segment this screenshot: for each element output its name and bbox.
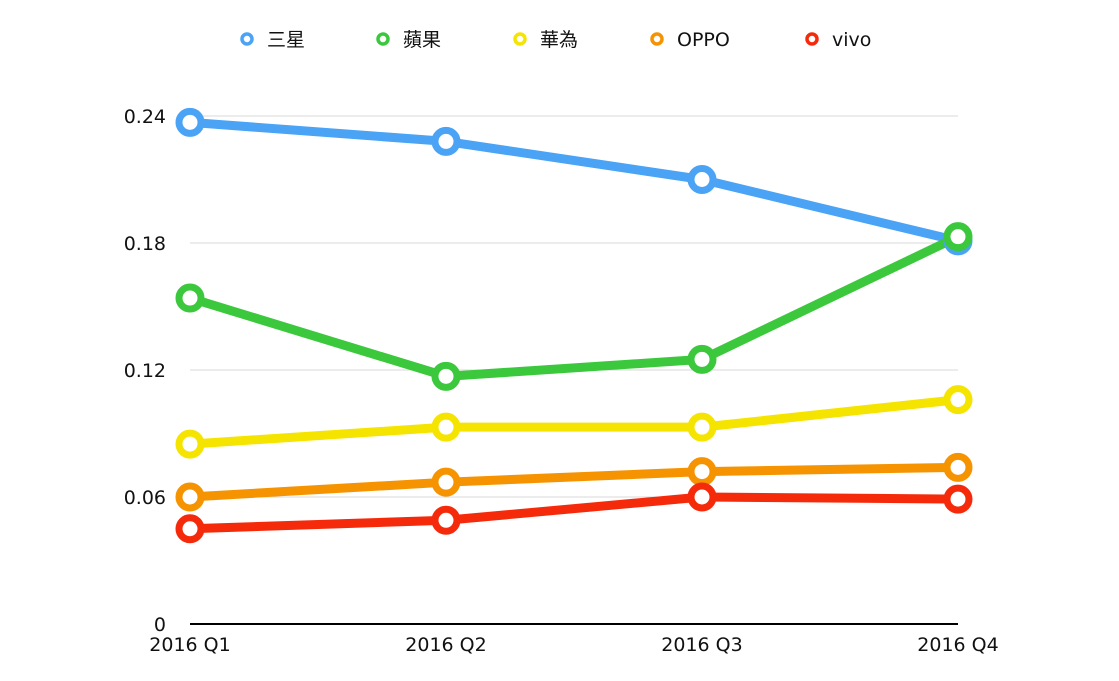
- legend-label: OPPO: [677, 29, 730, 51]
- data-point: [175, 429, 205, 459]
- y-tick-label: 0.06: [124, 487, 166, 509]
- data-point: [687, 412, 717, 442]
- x-tick-label: 2016 Q3: [661, 634, 742, 656]
- legend-item: 華為: [513, 29, 578, 51]
- legend: 三星 蘋果 華為 OPPO vivo: [240, 29, 871, 51]
- data-point: [943, 484, 973, 514]
- legend-marker: [513, 32, 527, 46]
- y-tick-label: 0.24: [124, 106, 166, 128]
- legend-label: 三星: [267, 29, 305, 51]
- data-point: [687, 482, 717, 512]
- legend-item: 蘋果: [376, 29, 441, 51]
- x-tick-label: 2016 Q2: [405, 634, 486, 656]
- y-tick-label: 0: [154, 614, 166, 636]
- data-point: [431, 505, 461, 535]
- data-point: [943, 385, 973, 415]
- data-point: [431, 126, 461, 156]
- data-point: [943, 222, 973, 252]
- y-axis: 0 0.06 0.12 0.18 0.24: [124, 106, 166, 636]
- series-line: [185, 492, 963, 534]
- data-point: [431, 412, 461, 442]
- data-point: [687, 344, 717, 374]
- legend-item: 三星: [240, 29, 305, 51]
- x-axis: 2016 Q1 2016 Q2 2016 Q3 2016 Q4: [149, 623, 999, 656]
- series-lines: [185, 117, 963, 534]
- legend-label: vivo: [832, 29, 871, 51]
- data-point: [175, 107, 205, 137]
- series-line: [185, 395, 963, 449]
- data-point: [943, 452, 973, 482]
- x-tick-label: 2016 Q1: [149, 634, 230, 656]
- series-line: [185, 462, 963, 502]
- legend-marker: [376, 32, 390, 46]
- series-line: [185, 232, 963, 381]
- series-line: [185, 117, 963, 246]
- data-point: [175, 283, 205, 313]
- series-points: [175, 107, 973, 544]
- legend-marker: [650, 32, 664, 46]
- legend-marker: [240, 32, 254, 46]
- legend-item: OPPO: [650, 29, 730, 51]
- data-point: [687, 457, 717, 487]
- x-tick-label: 2016 Q4: [917, 634, 998, 656]
- data-point: [687, 165, 717, 194]
- y-tick-label: 0.12: [124, 360, 166, 382]
- y-tick-label: 0.18: [124, 233, 166, 255]
- legend-item: vivo: [805, 29, 871, 51]
- data-point: [431, 467, 461, 497]
- data-point: [175, 482, 205, 512]
- data-point: [431, 361, 461, 391]
- legend-label: 華為: [540, 29, 578, 51]
- data-point: [175, 514, 205, 544]
- legend-label: 蘋果: [403, 29, 441, 51]
- legend-marker: [805, 32, 819, 46]
